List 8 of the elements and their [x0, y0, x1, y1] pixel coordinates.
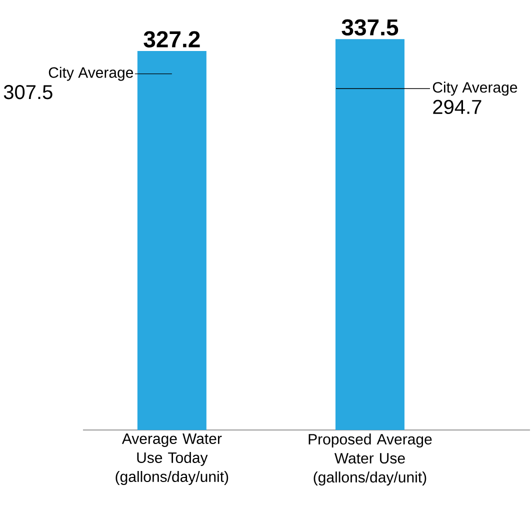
text: 307.5 — [4, 85, 52, 100]
ref-line-label: City Average — [48, 66, 134, 81]
data-label: 337.5 — [342, 19, 398, 36]
x-tick-label: Average Water Use Today (gallons/day/unit) — [116, 434, 228, 485]
ref-line-label: City Average — [432, 82, 518, 96]
annotation: 294.7 — [433, 100, 482, 114]
x-tick-label: Proposed Average Water Use (gallons/day/unit) — [308, 434, 432, 486]
data-label: 327.2 — [144, 31, 200, 48]
